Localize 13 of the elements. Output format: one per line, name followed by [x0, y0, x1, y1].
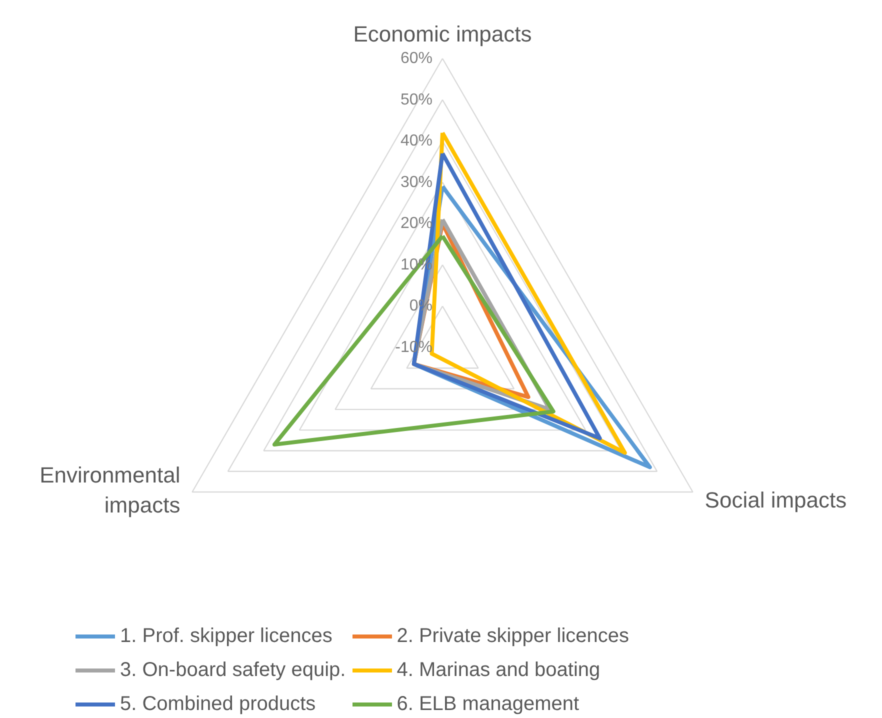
y-tick-label: 60%: [400, 50, 433, 67]
legend-label: 1. Prof. skipper licences: [120, 624, 332, 648]
spoke-label: Environmental impacts: [40, 462, 180, 518]
spoke-label: Economic impacts: [353, 22, 532, 46]
spoke-label: Social impacts: [704, 488, 847, 512]
legend-label: 2. Private skipper licences: [396, 624, 630, 648]
y-tick-label: 50%: [400, 91, 433, 108]
y-tick-label: 40%: [400, 132, 433, 150]
legend-label: 6. ELB management: [396, 692, 580, 716]
y-tick-label: 30%: [400, 174, 433, 191]
legend-label: 5. Combined products: [120, 692, 316, 716]
legend-label: 4. Marinas and boating: [396, 658, 600, 682]
legend-label: 3. On-board safety equip.: [120, 658, 346, 682]
